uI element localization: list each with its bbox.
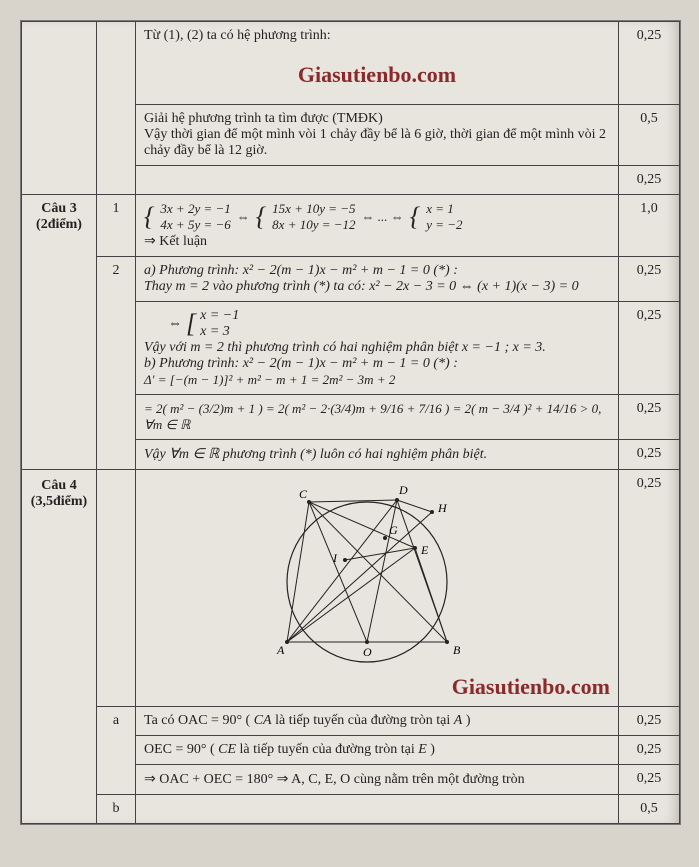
- score: 0,25: [619, 765, 680, 795]
- watermark: Giasutienbo.com: [452, 674, 610, 699]
- score: 0,25: [619, 302, 680, 395]
- line: ⇒ OAC + OEC = 180° ⇒ A, C, E, O cùng nằm…: [144, 771, 610, 788]
- txt: Vậy với: [144, 340, 190, 355]
- txt: m = 2: [176, 279, 210, 294]
- svg-text:E: E: [420, 543, 429, 557]
- line: b) Phương trình: x² − 2(m − 1)x − m² + m…: [144, 356, 610, 372]
- txt: vào phương trình (*) ta có:: [213, 279, 370, 294]
- arrow: ⇔: [237, 209, 250, 225]
- score: 0,25: [619, 736, 680, 765]
- content-cell: = 2( m² − (3/2)m + 1 ) = 2( m² − 2·(3/4)…: [136, 395, 619, 440]
- svg-text:C: C: [299, 487, 308, 501]
- eq: 3x + 2y = −1: [160, 201, 230, 217]
- sub-2: 2: [97, 257, 136, 470]
- content-cell: Từ (1), (2) ta có hệ phương trình: Giasu…: [136, 22, 619, 105]
- line: Giải hệ phương trình ta tìm được (TMĐK): [144, 111, 610, 127]
- line: Vậy thời gian để một mình vòi 1 chảy đầy…: [144, 127, 610, 159]
- eq: 4x + 5y = −6: [160, 217, 230, 233]
- q-label-cau3: Câu 3 (2điểm): [22, 195, 97, 470]
- txt: Thay: [144, 279, 176, 294]
- svg-text:B: B: [453, 643, 461, 657]
- eq: y = −2: [426, 217, 462, 233]
- line: Thay m = 2 vào phương trình (*) ta có: x…: [144, 279, 610, 295]
- txt: thì phương trình có hai nghiệm phân biệt: [227, 340, 461, 355]
- sub-a: a: [97, 707, 136, 795]
- score: 0,5: [619, 105, 680, 166]
- svg-text:I: I: [332, 551, 338, 565]
- line: Từ (1), (2) ta có hệ phương trình:: [144, 28, 610, 44]
- svg-text:H: H: [437, 501, 448, 515]
- score: 0,5: [619, 795, 680, 824]
- line: a) Phương trình: x² − 2(m − 1)x − m² + m…: [144, 263, 610, 279]
- svg-text:G: G: [389, 523, 398, 537]
- content-cell: Giải hệ phương trình ta tìm được (TMĐK) …: [136, 105, 619, 166]
- sub-1: 1: [97, 195, 136, 257]
- content-cell: OEC = 90° ( CE là tiếp tuyến của đường t…: [136, 736, 619, 765]
- txt: ): [430, 742, 435, 757]
- txt: ∀m ∈ ℝ: [169, 447, 219, 462]
- content-cell: A B O C D H E G I Giasutienbo.com: [136, 470, 619, 707]
- sol-bracket: ⇔ [ x = −1 x = 3: [168, 308, 610, 340]
- q-label-cau4: Câu 4 (3,5điểm): [22, 470, 97, 824]
- content-cell: [136, 166, 619, 195]
- txt: là tiếp tuyến của đường tròn tại: [240, 742, 419, 757]
- equation-system: { 3x + 2y = −1 4x + 5y = −6 ⇔ { 15x + 10…: [144, 201, 610, 233]
- geometry-diagram: A B O C D H E G I: [267, 482, 487, 672]
- txt: phương trình (*) luôn có hai nghiệm phân…: [223, 447, 487, 462]
- grading-table: Từ (1), (2) ta có hệ phương trình: Giasu…: [21, 21, 680, 824]
- svg-text:D: D: [398, 483, 408, 497]
- content-cell: ⇔ [ x = −1 x = 3 Vậy với m = 2 thì phươn…: [136, 302, 619, 395]
- sub-empty: [97, 22, 136, 195]
- line: = 2( m² − (3/2)m + 1 ) = 2( m² − 2·(3/4)…: [144, 401, 610, 433]
- txt: E: [418, 742, 427, 757]
- watermark: Giasutienbo.com: [298, 62, 456, 87]
- eq: x = −1: [200, 308, 239, 324]
- txt: A: [454, 713, 463, 728]
- eq: 8x + 10y = −12: [272, 217, 355, 233]
- txt: x = −1 ; x = 3.: [462, 340, 546, 355]
- line: Δ′ = [−(m − 1)]² + m² − m + 1 = 2m² − 3m…: [144, 372, 610, 388]
- score: 0,25: [619, 440, 680, 470]
- txt: CA: [254, 713, 272, 728]
- eq: x = 3: [200, 324, 239, 340]
- content-cell: a) Phương trình: x² − 2(m − 1)x − m² + m…: [136, 257, 619, 302]
- content-cell: [136, 795, 619, 824]
- txt: ): [466, 713, 471, 728]
- sub-empty: [97, 470, 136, 707]
- txt: m = 2: [190, 340, 224, 355]
- score: 1,0: [619, 195, 680, 257]
- score: 0,25: [619, 395, 680, 440]
- eq: 15x + 10y = −5: [272, 201, 355, 217]
- content-cell: { 3x + 2y = −1 4x + 5y = −6 ⇔ { 15x + 10…: [136, 195, 619, 257]
- txt: Vậy: [144, 447, 169, 462]
- score: 0,25: [619, 166, 680, 195]
- score: 0,25: [619, 470, 680, 707]
- conclusion: ⇒ Kết luận: [144, 233, 610, 250]
- sub-b: b: [97, 795, 136, 824]
- txt: Ta có OAC = 90° (: [144, 713, 254, 728]
- content-cell: Ta có OAC = 90° ( CA là tiếp tuyến của đ…: [136, 707, 619, 736]
- eq: x = 1: [426, 201, 462, 217]
- svg-text:O: O: [363, 645, 372, 659]
- txt: là tiếp tuyến của đường tròn tại: [275, 713, 454, 728]
- txt: x² − 2x − 3 = 0 ⇔ (x + 1)(x − 3) = 0: [369, 279, 578, 294]
- content-cell: Vậy ∀m ∈ ℝ phương trình (*) luôn có hai …: [136, 440, 619, 470]
- svg-text:A: A: [276, 643, 285, 657]
- content-cell: ⇒ OAC + OEC = 180° ⇒ A, C, E, O cùng nằm…: [136, 765, 619, 795]
- txt: OEC = 90° (: [144, 742, 218, 757]
- line: Vậy ∀m ∈ ℝ phương trình (*) luôn có hai …: [144, 446, 610, 463]
- arrow: ⇔ ... ⇔: [362, 209, 404, 225]
- score: 0,25: [619, 707, 680, 736]
- answer-key-page: Từ (1), (2) ta có hệ phương trình: Giasu…: [20, 20, 681, 825]
- line: Vậy với m = 2 thì phương trình có hai ng…: [144, 340, 610, 356]
- q-label-empty: [22, 22, 97, 195]
- txt: CE: [218, 742, 236, 757]
- score: 0,25: [619, 257, 680, 302]
- score: 0,25: [619, 22, 680, 105]
